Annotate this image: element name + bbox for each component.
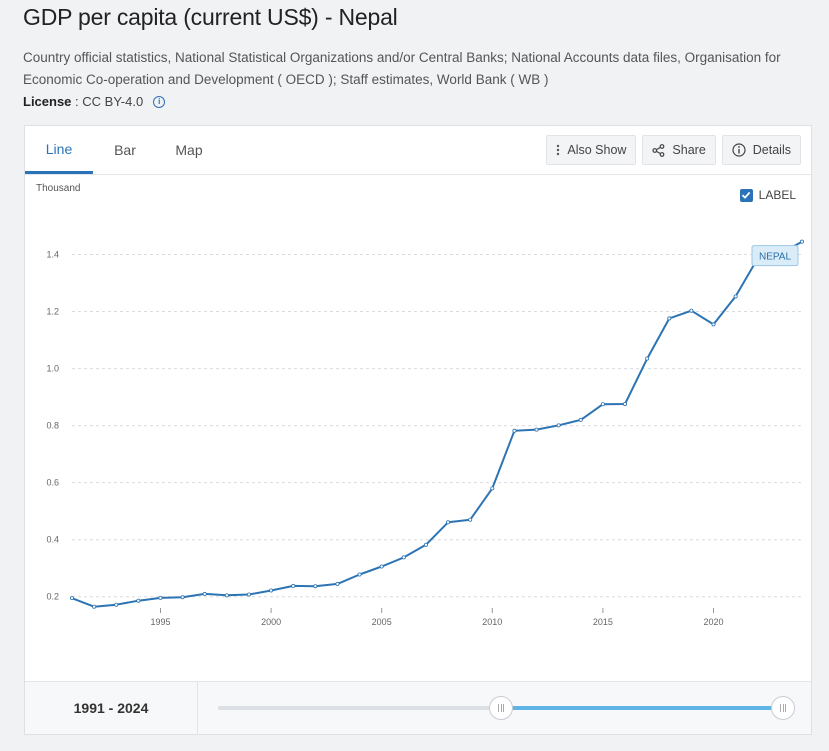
data-point [313,584,318,589]
data-point [335,581,340,586]
data-point [667,316,672,321]
data-point [423,542,428,547]
data-point [114,602,119,607]
range-label: 1991 - 2024 [25,682,198,734]
data-point [202,591,207,596]
data-point [92,604,97,609]
series-label: NEPAL [759,252,791,263]
more-vertical-icon [557,144,560,156]
data-point [623,401,628,406]
share-button[interactable]: Share [642,135,716,165]
tab-map[interactable]: Map [175,142,203,158]
label-toggle-text: LABEL [758,188,796,202]
range-track-fill [500,706,783,710]
y-tick-label: 1.2 [46,307,59,317]
license-label: License [23,94,72,109]
range-track[interactable] [218,696,795,720]
series-line [71,240,803,608]
y-tick-label: 0.2 [46,592,59,602]
x-tick-label: 1995 [150,617,170,626]
data-point [401,555,406,560]
data-point [379,564,384,569]
data-point [711,322,716,327]
tab-bar[interactable]: Bar [114,142,136,158]
info-circle-icon [732,143,746,157]
range-end-handle[interactable] [771,696,795,720]
data-point [357,572,362,577]
page-title: GDP per capita (current US$) - Nepal [23,4,398,30]
data-point [490,486,495,491]
details-label: Details [752,143,791,157]
chart-actions: Also Show Share Details [546,135,801,165]
x-tick-label: 2005 [372,617,392,626]
x-tick-label: 2000 [261,617,281,626]
data-point [136,598,141,603]
tab-line[interactable]: Line [25,126,93,174]
also-show-label: Also Show [567,143,627,157]
data-point [158,595,163,600]
data-point [800,239,805,244]
y-tick-label: 0.6 [46,478,59,488]
data-point [446,520,451,525]
also-show-button[interactable]: Also Show [546,135,637,165]
data-point [246,592,251,597]
y-tick-label: 0.8 [46,421,59,431]
x-tick-label: 2020 [703,617,723,626]
details-button[interactable]: Details [721,135,801,165]
share-label: Share [672,143,706,157]
license: License : CC BY-4.0 i [23,94,166,109]
chart-tabs: Line Bar Map [25,126,221,174]
info-icon[interactable]: i [153,95,166,108]
y-tick-label: 0.4 [46,535,59,545]
data-point [70,596,75,601]
data-point [534,427,539,432]
data-point [269,588,274,593]
share-icon [652,143,665,157]
range-start-handle[interactable] [488,696,513,720]
series-label-box [751,245,799,267]
data-point [468,517,473,522]
x-tick-label: 2010 [482,617,502,626]
y-tick-label: 1.4 [46,250,59,260]
x-tick-label: 2015 [593,617,613,626]
data-point [733,294,738,299]
data-point [578,417,583,422]
data-point [224,593,229,598]
data-point [689,308,694,313]
y-axis-unit: Thousand [36,183,81,194]
license-value: : CC BY-4.0 [75,94,144,109]
source-text: Country official statistics, National St… [23,50,781,87]
line-chart: 0.2 0.4 0.6 0.8 1.0 1.2 1.4 1995 2000 2005 2010 201… [46,239,805,626]
data-point [645,356,650,361]
data-point [291,583,296,588]
data-point [600,402,605,407]
checkbox-checked-icon[interactable] [739,188,753,202]
chart-card: Line Bar Map Also Show Share Details Tho… [24,125,812,735]
tab-divider [25,174,811,175]
data-point [556,423,561,428]
label-toggle[interactable]: LABEL [739,188,796,202]
data-point [512,428,517,433]
y-tick-label: 1.0 [46,364,59,374]
range-slider-row: 1991 - 2024 [25,681,811,734]
data-point [180,595,185,600]
